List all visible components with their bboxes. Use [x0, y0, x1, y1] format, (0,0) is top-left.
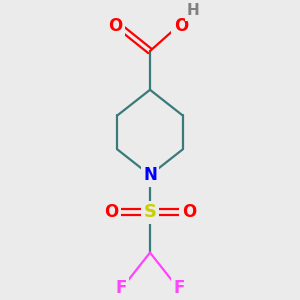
Text: F: F — [116, 278, 127, 296]
Text: O: O — [174, 17, 188, 35]
Text: H: H — [187, 3, 200, 18]
Text: O: O — [104, 203, 118, 221]
Text: O: O — [182, 203, 196, 221]
Text: O: O — [108, 17, 122, 35]
Text: S: S — [143, 203, 157, 221]
Text: F: F — [173, 278, 184, 296]
Text: N: N — [143, 166, 157, 184]
